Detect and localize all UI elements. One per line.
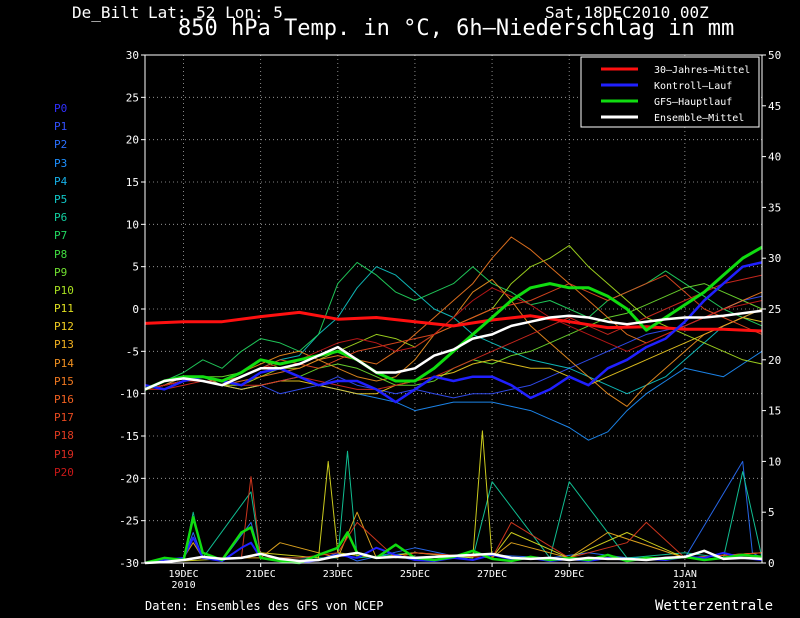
member-label: P2 [54, 138, 68, 152]
y-tick-label-left: 30 [126, 49, 139, 62]
y-tick-label-right: 25 [768, 303, 781, 316]
precip-line [144, 549, 763, 565]
member-label: P19 [54, 447, 74, 461]
coordinates-label: Lat: 52 Lon: 5 [148, 3, 283, 22]
y-tick-label-right: 45 [768, 100, 781, 113]
temperature-line [144, 261, 763, 404]
chart-title: 850 hPa Temp. in °C, 6h–Niederschlag in … [178, 16, 735, 41]
temperature-line [144, 245, 763, 391]
member-label: P4 [54, 174, 68, 188]
y-tick-label-left: 20 [126, 134, 139, 147]
member-label: P17 [54, 411, 74, 425]
member-label: P15 [54, 374, 74, 388]
x-tick-label: 25DEC [400, 569, 430, 580]
member-label: P8 [54, 247, 68, 261]
member-label: P3 [54, 156, 68, 170]
legend-label: 30–Jahres–Mittel [654, 65, 750, 76]
member-trace [144, 261, 763, 390]
member-precip-traces [144, 430, 763, 564]
y-tick-label-left: 5 [132, 261, 139, 274]
member-trace [144, 317, 763, 395]
temperature-line [144, 310, 763, 333]
member-precip-trace [144, 450, 763, 564]
member-label: P12 [54, 320, 74, 334]
member-label: P20 [54, 465, 74, 479]
y-axis-right: 0 5 10 15 20 25 30 35 40 45 50 [762, 49, 781, 570]
y-tick-label-right: 10 [768, 455, 781, 468]
member-label: P0 [54, 102, 68, 115]
x-tick-sublabel: 2010 [172, 580, 196, 591]
y-tick-label-right: 50 [768, 49, 781, 62]
member-label: P16 [54, 393, 74, 406]
member-precip-trace [144, 511, 763, 564]
x-tick-label: 23DEC [323, 569, 353, 580]
y-tick-label-left: -20 [119, 472, 139, 485]
y-tick-label-left: 10 [126, 218, 139, 231]
member-label: P5 [54, 192, 68, 206]
station-name: De_Bilt [72, 3, 140, 22]
y-tick-label-right: 20 [768, 354, 781, 367]
y-tick-label-left: -30 [119, 557, 139, 570]
x-tick-sublabel: 2011 [673, 580, 697, 591]
x-tick-label: 27DEC [477, 569, 507, 580]
y-tick-label-left: -5 [126, 345, 139, 358]
member-label: P10 [54, 283, 74, 297]
y-tick-label-right: 30 [768, 252, 781, 265]
legend-label: GFS–Hauptlauf [654, 97, 732, 108]
y-tick-label-right: 15 [768, 405, 781, 418]
precip-lines [144, 516, 763, 565]
member-label: P6 [54, 211, 68, 225]
member-label: P18 [54, 429, 74, 443]
grid-lines [145, 55, 762, 563]
y-tick-label-right: 0 [768, 557, 775, 570]
legend-label: Kontroll–Lauf [654, 81, 732, 92]
precip-line [144, 516, 763, 565]
member-trace [145, 274, 763, 390]
member-label: P14 [54, 356, 74, 370]
temperature-lines [144, 245, 763, 404]
member-traces [144, 236, 763, 441]
y-tick-label-left: 0 [132, 303, 139, 316]
x-tick-label: 1JAN [673, 569, 697, 580]
legend-label: Ensemble–Mittel [654, 113, 744, 124]
x-tick-label: 21DEC [246, 569, 276, 580]
temperature-line [144, 309, 763, 391]
x-tick-label: 19DEC [169, 569, 199, 580]
member-list: P0 P1 P2 P3 P4 P5 P6 P7 P8 P9 P10 P11 P12 P13 P14 P15 P1… [54, 100, 74, 482]
y-tick-label-left: 25 [126, 91, 139, 104]
y-tick-label-left: -15 [119, 430, 139, 443]
run-date-label: Sat,18DEC2010 00Z [545, 3, 709, 22]
y-tick-label-right: 5 [768, 506, 775, 519]
member-label: P13 [54, 338, 74, 352]
y-tick-label-left: -25 [119, 515, 139, 528]
legend: 30–Jahres–Mittel Kontroll–Lauf GFS–Hauptla… [580, 56, 760, 128]
member-label: P11 [54, 302, 74, 316]
y-tick-label-left: -10 [119, 388, 139, 401]
member-label: P1 [54, 120, 68, 134]
member-label: P7 [54, 229, 68, 243]
y-axis-left: -30 -25 -20 -15 -10 -5 0 5 10 15 20 25 30 [119, 49, 145, 570]
y-tick-label-right: 35 [768, 201, 781, 214]
member-trace [144, 278, 763, 407]
x-tick-label: 29DEC [554, 569, 584, 580]
member-trace [144, 295, 763, 399]
data-credit: Daten: Ensembles des GFS von NCEP [145, 599, 384, 613]
member-precip-trace [144, 460, 763, 564]
member-label: P9 [54, 265, 68, 279]
y-tick-label-left: 15 [126, 176, 139, 189]
brand-label: Wetterzentrale [655, 598, 774, 614]
y-tick-label-right: 40 [768, 151, 781, 164]
